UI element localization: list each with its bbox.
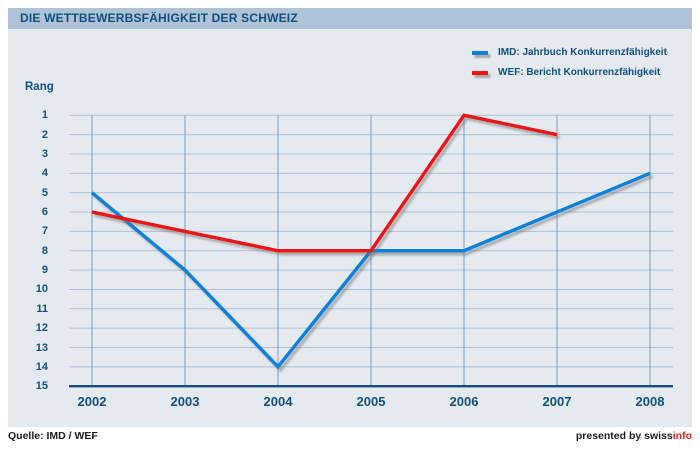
chart-panel: Rang 1 2 3 4 5 6 7 8 9 10 11 12 13 14 15 2002 2003 2004 2… — [8, 29, 692, 427]
y-tick-label: 12 — [35, 322, 48, 335]
y-tick-label: 2 — [41, 128, 48, 141]
y-axis-title: Rang — [25, 81, 54, 93]
legend-item: IMD: Jahrbuch Konkurrenzfähigkeit — [472, 46, 667, 59]
chart-plot — [69, 113, 673, 388]
y-tick-label: 9 — [41, 264, 48, 277]
presented-by-text: presented by swiss — [575, 430, 673, 442]
y-tick-label: 6 — [41, 206, 48, 219]
y-tick-label: 3 — [41, 148, 48, 160]
y-tick-label: 13 — [35, 341, 48, 354]
y-tick-label: 14 — [35, 360, 48, 373]
page-title: DIE WETTBEWERBSFÄHIGKEIT DER SCHWEIZ — [20, 11, 298, 25]
y-tick-label: 15 — [35, 380, 48, 393]
legend-label: WEF: Bericht Konkurrenzfähigkeit — [498, 67, 661, 78]
y-tick-label: 5 — [41, 186, 48, 199]
x-tick-label: 2006 — [449, 394, 479, 409]
series-line-wef — [91, 113, 558, 253]
y-tick-label: 8 — [41, 244, 48, 257]
y-tick-label: 7 — [41, 225, 48, 238]
x-tick-label: 2003 — [170, 394, 200, 409]
presented-by-brand-accent: info — [672, 430, 692, 442]
x-tick-label: 2004 — [263, 394, 293, 409]
legend-line-swatch-icon — [472, 50, 488, 55]
presented-by: presented by swissinfo — [576, 430, 692, 442]
chart-legend: IMD: Jahrbuch Konkurrenzfähigkeit WEF: Be… — [472, 46, 667, 86]
legend-item: WEF: Bericht Konkurrenzfähigkeit — [472, 66, 667, 79]
x-tick-label: 2007 — [542, 394, 572, 409]
x-tick-label: 2005 — [356, 394, 386, 409]
y-tick-label: 1 — [41, 109, 48, 122]
source-note: Quelle: IMD / WEF — [8, 430, 98, 442]
x-tick-label: 2008 — [635, 394, 665, 409]
y-tick-label: 11 — [36, 302, 48, 315]
legend-line-swatch-icon — [472, 70, 488, 75]
x-tick-label: 2002 — [77, 394, 107, 409]
legend-label: IMD: Jahrbuch Konkurrenzfähigkeit — [498, 47, 667, 58]
title-bar: DIE WETTBEWERBSFÄHIGKEIT DER SCHWEIZ — [8, 8, 692, 29]
y-tick-label: 10 — [35, 283, 48, 296]
y-tick-label: 4 — [41, 167, 48, 180]
